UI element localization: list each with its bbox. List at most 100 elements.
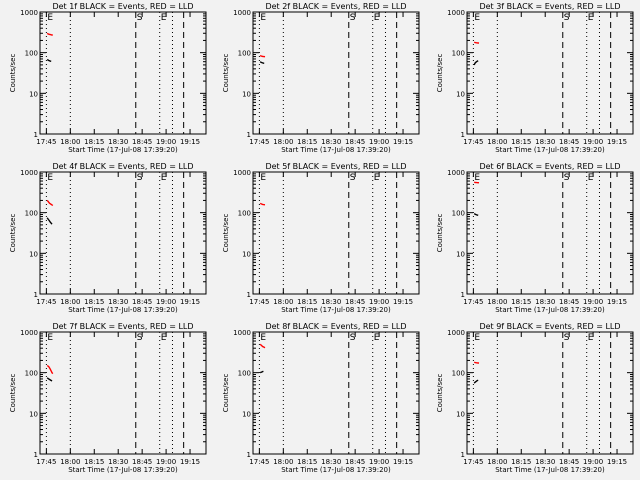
detector-panel: Det 3f BLACK = Events, RED = LLD 17:45 18:… xyxy=(436,2,634,154)
y-tick-label: 10 xyxy=(456,250,465,258)
event-flag-label: E xyxy=(47,173,53,183)
x-tick-label: 17:45 xyxy=(463,458,483,466)
x-tick-label: 18:15 xyxy=(84,458,104,466)
x-axis-label: Start Time (17-Jul-08 17:39:20) xyxy=(495,306,605,314)
x-tick-label: 18:00 xyxy=(60,138,80,146)
x-tick-label: 18:00 xyxy=(487,458,507,466)
x-tick-label: 19:00 xyxy=(583,298,603,306)
x-tick-label: 18:45 xyxy=(559,298,579,306)
x-tick-label: 19:00 xyxy=(583,458,603,466)
x-tick-label: 18:30 xyxy=(321,138,341,146)
x-tick-label: 18:45 xyxy=(132,458,152,466)
panel-title: Det 6f BLACK = Events, RED = LLD xyxy=(479,162,620,171)
x-tick-label: 19:15 xyxy=(607,138,627,146)
detector-panel: Det 5f BLACK = Events, RED = LLD 17:45 18:… xyxy=(222,162,420,314)
series-events-line xyxy=(473,213,479,216)
x-tick-label: 18:15 xyxy=(511,298,531,306)
series-events-line xyxy=(473,60,479,66)
series-lld-line xyxy=(474,181,480,184)
y-axis-label: Counts/sec xyxy=(222,374,230,413)
x-tick-label: 19:00 xyxy=(156,298,176,306)
y-tick-label: 1 xyxy=(461,291,465,299)
x-tick-label: 19:15 xyxy=(393,138,413,146)
x-axis-label: Start Time (17-Jul-08 17:39:20) xyxy=(68,146,178,154)
event-flag-label: E xyxy=(588,173,594,183)
y-tick-label: 1 xyxy=(247,451,251,459)
x-axis-label: Start Time (17-Jul-08 17:39:20) xyxy=(495,146,605,154)
event-flag-label: E xyxy=(47,13,53,23)
x-tick-label: 18:15 xyxy=(511,138,531,146)
y-axis-label: Counts/sec xyxy=(9,214,17,253)
x-tick-label: 18:30 xyxy=(535,458,555,466)
event-flag-label: E xyxy=(161,333,167,343)
x-tick-label: 18:00 xyxy=(273,138,293,146)
y-axis-label: Counts/sec xyxy=(222,54,230,93)
event-flag-label: E xyxy=(474,333,480,343)
x-tick-label: 18:15 xyxy=(84,138,104,146)
detector-panel: Det 7f BLACK = Events, RED = LLD 17:45 18:… xyxy=(9,322,207,474)
event-flag-label: S xyxy=(137,173,143,183)
x-axis-label: Start Time (17-Jul-08 17:39:20) xyxy=(495,466,605,474)
event-flag-label: E xyxy=(374,13,380,23)
plot-frame xyxy=(466,331,634,455)
y-tick-label: 1000 xyxy=(233,329,251,337)
series-events-line xyxy=(46,217,53,225)
event-flag-label: S xyxy=(350,333,356,343)
series-events-line xyxy=(259,370,264,374)
x-tick-label: 18:30 xyxy=(108,298,128,306)
event-flag-label: S xyxy=(137,333,143,343)
y-tick-label: 1 xyxy=(34,451,38,459)
y-tick-label: 1 xyxy=(247,131,251,139)
y-tick-label: 10 xyxy=(456,90,465,98)
detector-panel: Det 2f BLACK = Events, RED = LLD 17:45 18:… xyxy=(222,2,420,154)
y-axis-label: Counts/sec xyxy=(9,374,17,413)
x-tick-label: 19:15 xyxy=(180,458,200,466)
y-tick-label: 100 xyxy=(452,210,465,218)
event-flag-label: S xyxy=(564,13,570,23)
event-flag-label: E xyxy=(260,13,266,23)
y-tick-label: 1000 xyxy=(20,169,38,177)
x-tick-label: 17:45 xyxy=(249,298,269,306)
y-tick-label: 1000 xyxy=(20,9,38,17)
event-flag-label: E xyxy=(260,333,266,343)
detector-panel: Det 4f BLACK = Events, RED = LLD 17:45 18:… xyxy=(9,162,207,314)
y-tick-label: 1 xyxy=(461,451,465,459)
event-flag-label: S xyxy=(350,13,356,23)
x-axis-label: Start Time (17-Jul-08 17:39:20) xyxy=(281,306,391,314)
plot-frame xyxy=(39,11,207,135)
x-tick-label: 18:30 xyxy=(108,458,128,466)
y-tick-label: 1 xyxy=(247,291,251,299)
y-tick-label: 100 xyxy=(25,370,38,378)
plot-frame xyxy=(39,331,207,455)
x-tick-label: 18:15 xyxy=(297,458,317,466)
x-tick-label: 19:15 xyxy=(393,298,413,306)
x-tick-label: 18:00 xyxy=(60,458,80,466)
y-axis-label: Counts/sec xyxy=(222,214,230,253)
y-tick-label: 1000 xyxy=(233,169,251,177)
x-tick-label: 19:00 xyxy=(369,298,389,306)
plot-frame xyxy=(252,331,420,455)
series-events-line xyxy=(46,58,52,63)
event-flag-label: E xyxy=(374,173,380,183)
y-tick-label: 100 xyxy=(238,50,251,58)
detector-panel: Det 8f BLACK = Events, RED = LLD 17:45 18:… xyxy=(222,322,420,474)
x-tick-label: 18:30 xyxy=(535,138,555,146)
x-tick-label: 18:15 xyxy=(511,458,531,466)
plot-frame xyxy=(39,171,207,295)
panel-title: Det 8f BLACK = Events, RED = LLD xyxy=(265,322,406,331)
y-tick-label: 10 xyxy=(242,410,251,418)
series-lld-line xyxy=(474,361,480,364)
x-tick-label: 18:00 xyxy=(487,138,507,146)
x-tick-label: 18:45 xyxy=(559,458,579,466)
x-tick-label: 17:45 xyxy=(463,298,483,306)
event-flag-label: E xyxy=(474,173,480,183)
panel-title: Det 2f BLACK = Events, RED = LLD xyxy=(265,2,406,11)
x-tick-label: 19:15 xyxy=(180,298,200,306)
event-flag-label: S xyxy=(564,333,570,343)
x-tick-label: 18:00 xyxy=(60,298,80,306)
x-tick-label: 17:45 xyxy=(36,298,56,306)
y-tick-label: 10 xyxy=(242,90,251,98)
panel-title: Det 4f BLACK = Events, RED = LLD xyxy=(52,162,193,171)
panel-title: Det 9f BLACK = Events, RED = LLD xyxy=(479,322,620,331)
x-tick-label: 18:15 xyxy=(297,298,317,306)
